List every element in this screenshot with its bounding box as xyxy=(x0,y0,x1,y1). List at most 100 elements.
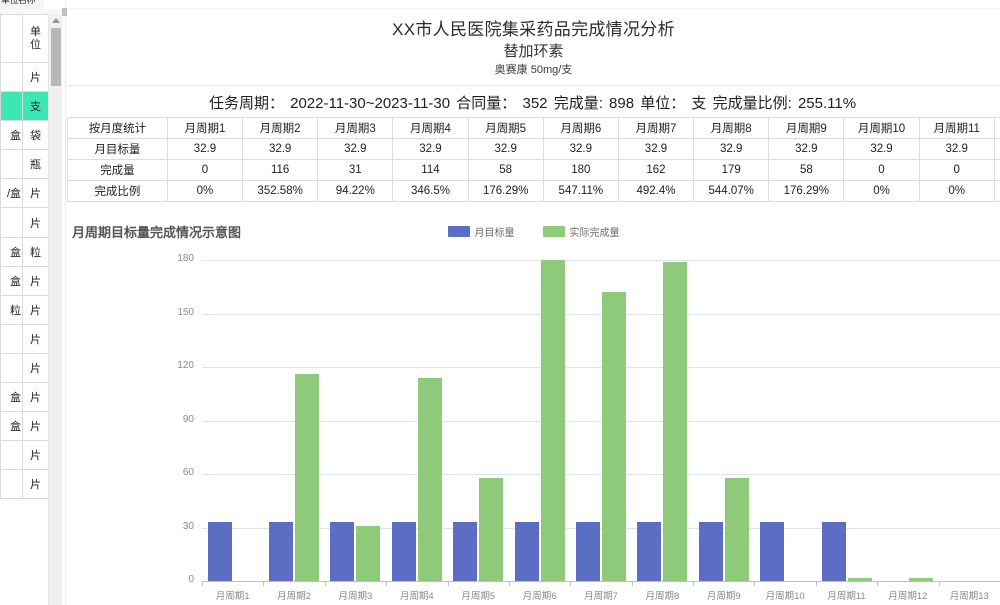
bar-actual[interactable] xyxy=(479,477,504,581)
bar-target[interactable] xyxy=(760,522,785,581)
target-cell xyxy=(993,138,1000,160)
bar-target[interactable] xyxy=(514,522,539,581)
table-row[interactable]: 盒袋 xyxy=(0,120,49,151)
table-row[interactable]: 片 xyxy=(0,323,49,354)
x-axis-tick-label: 月周期9 xyxy=(706,591,741,602)
x-axis-tick-mark xyxy=(570,582,572,586)
chart-legend[interactable]: 月目标量 实际完成量 xyxy=(67,223,1000,241)
bar-actual[interactable] xyxy=(847,578,872,581)
unit-cell[interactable]: 片 xyxy=(22,265,49,296)
chart-title: 月周期目标量完成情况示意图 xyxy=(72,225,242,240)
bar-actual[interactable] xyxy=(540,260,565,581)
period-header-cell: 月周期10 xyxy=(843,117,920,139)
unit-cell[interactable]: 片 xyxy=(22,207,49,238)
grid-line xyxy=(202,527,1000,529)
target-cell: 32.9 xyxy=(392,138,469,160)
summary-divider xyxy=(67,85,1000,86)
unit-cell[interactable]: 片 xyxy=(22,382,49,413)
bar-target[interactable] xyxy=(821,522,846,581)
summary-line: 任务周期： 2022-11-30~2023-11-30 合同量： 352 完成量… xyxy=(67,92,1000,113)
y-axis-tick-label: 120 xyxy=(177,360,194,371)
unit-cell[interactable]: 支 xyxy=(22,91,49,122)
spec-cell[interactable]: 盒 xyxy=(0,411,23,442)
spec-cell[interactable] xyxy=(0,352,23,384)
spec-cell[interactable]: 盒 xyxy=(0,236,23,267)
bar-actual[interactable] xyxy=(602,292,626,581)
table-row[interactable]: /盒片 xyxy=(0,178,49,209)
triangle-up-icon[interactable] xyxy=(52,18,60,23)
x-axis-tick-label: 月周期4 xyxy=(399,591,434,602)
spec-cell[interactable]: 盒 xyxy=(0,382,23,413)
scrollbar-thumb[interactable] xyxy=(51,28,61,86)
table-row[interactable]: 盒片 xyxy=(0,265,49,296)
legend-item-2[interactable]: 实际完成量 xyxy=(542,223,620,241)
unit-cell[interactable]: 片 xyxy=(22,294,49,325)
x-axis-tick-mark xyxy=(815,582,817,586)
unit-column-table[interactable]: 单位片支盒袋瓶/盒片片盒粒盒片粒片片片盒片盒片片片 xyxy=(0,14,49,500)
table-row[interactable]: 瓶 xyxy=(0,149,49,180)
bar-actual[interactable] xyxy=(417,377,442,581)
unit-cell[interactable]: 片 xyxy=(22,178,49,209)
legend-item-1[interactable]: 月目标量 xyxy=(447,223,515,241)
unit-cell[interactable]: 袋 xyxy=(22,120,49,151)
table-row[interactable]: 粒片 xyxy=(0,294,49,325)
table-row[interactable]: 盒片 xyxy=(0,411,49,442)
x-axis-tick-label: 月周期5 xyxy=(461,591,496,602)
spec-cell[interactable] xyxy=(0,149,23,180)
table-row[interactable]: 支 xyxy=(0,91,49,122)
bar-actual[interactable] xyxy=(356,525,381,581)
left-pane-scrollbar[interactable] xyxy=(48,14,62,605)
spec-cell[interactable] xyxy=(0,207,23,238)
table-row[interactable]: 盒粒 xyxy=(0,236,49,267)
pane-divider-handle[interactable] xyxy=(62,8,67,16)
bar-target[interactable] xyxy=(453,522,478,581)
table-row[interactable]: 片 xyxy=(0,469,49,500)
spec-cell[interactable]: /盒 xyxy=(0,178,23,209)
unit-cell[interactable]: 片 xyxy=(22,61,49,93)
unit-cell[interactable]: 粒 xyxy=(22,236,49,267)
spec-cell[interactable]: 盒 xyxy=(0,265,23,296)
spec-cell[interactable]: 粒 xyxy=(0,294,23,325)
bar-actual[interactable] xyxy=(295,374,320,581)
bar-target[interactable] xyxy=(576,522,600,581)
bar-actual[interactable] xyxy=(908,578,933,581)
table-row[interactable]: 片 xyxy=(0,440,49,471)
bar-target[interactable] xyxy=(207,522,232,581)
spec-cell[interactable] xyxy=(0,61,23,93)
table-row[interactable]: 片 xyxy=(0,61,49,93)
top-divider xyxy=(67,8,1000,9)
unit-column-header[interactable]: 单位 xyxy=(22,14,49,63)
unit-cell[interactable]: 片 xyxy=(22,323,49,354)
spec-cell[interactable] xyxy=(0,323,23,354)
bar-target[interactable] xyxy=(269,522,294,581)
unit-cell[interactable]: 片 xyxy=(22,440,49,471)
bar-target[interactable] xyxy=(391,522,416,581)
completed-cell: 0 xyxy=(843,159,920,181)
completed-cell: 162 xyxy=(617,159,695,181)
table-row[interactable]: 片 xyxy=(0,207,49,238)
bar-target[interactable] xyxy=(637,522,662,581)
bar-target[interactable] xyxy=(698,522,723,581)
target-cell: 32.9 xyxy=(166,138,244,160)
spec-cell[interactable] xyxy=(0,469,23,500)
y-axis-tick-label: 30 xyxy=(182,520,194,532)
bar-actual[interactable] xyxy=(663,261,688,581)
bar-target[interactable] xyxy=(330,522,355,581)
unit-cell[interactable]: 瓶 xyxy=(22,149,49,180)
x-axis-tick-mark xyxy=(508,582,510,586)
table-row[interactable]: 单位 xyxy=(0,14,49,63)
spec-cell[interactable] xyxy=(0,14,23,63)
spec-cell[interactable] xyxy=(0,91,23,122)
bar-actual[interactable] xyxy=(724,477,749,581)
x-axis-tick-mark xyxy=(202,582,203,586)
ratio-cell: 346.5% xyxy=(392,180,469,202)
table-row[interactable]: 盒片 xyxy=(0,382,49,413)
left-spreadsheet-pane[interactable]: 单位名称 单位片支盒袋瓶/盒片片盒粒盒片粒片片片盒片盒片片片 xyxy=(0,0,62,605)
unit-cell[interactable]: 片 xyxy=(22,352,49,384)
spec-cell[interactable]: 盒 xyxy=(0,120,23,151)
table-row[interactable]: 片 xyxy=(0,352,49,384)
unit-cell[interactable]: 片 xyxy=(22,411,49,442)
spec-cell[interactable] xyxy=(0,440,23,471)
table-row: 按月度统计 月周期1 月周期2 月周期3 月周期4 月周期5 月周期6 月周期7 月周期8 月周期… xyxy=(67,117,1000,139)
unit-cell[interactable]: 片 xyxy=(22,469,49,500)
